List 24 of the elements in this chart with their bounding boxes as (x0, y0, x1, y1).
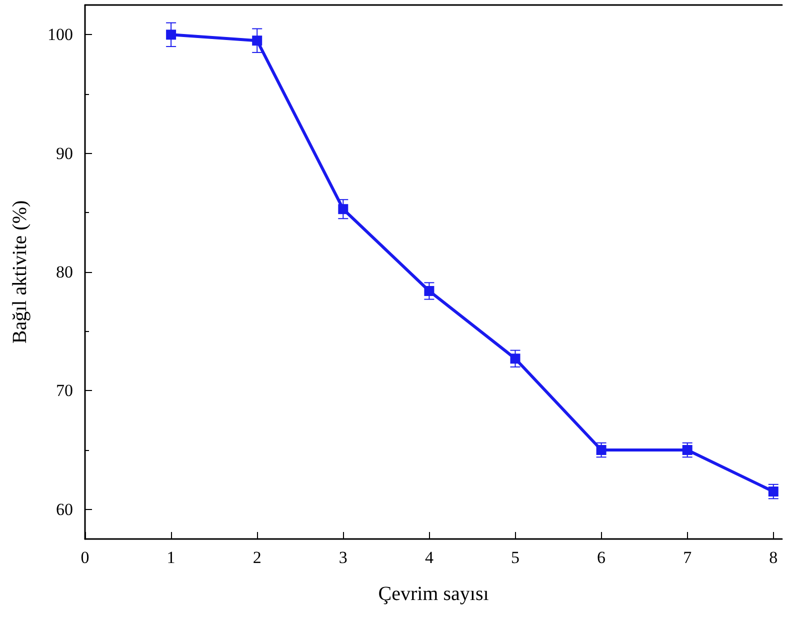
x-tick-label: 2 (252, 548, 262, 567)
point (252, 36, 262, 46)
y-tick-label: 60 (56, 500, 73, 519)
x-tick-label: 8 (769, 548, 778, 567)
x-tick-label: 0 (80, 548, 90, 567)
x-tick-label: 5 (510, 548, 520, 567)
y-axis-title: Bağıl aktivite (%) (9, 200, 31, 344)
x-axis-title: Çevrim sayısı (378, 583, 490, 605)
point (596, 445, 606, 455)
point (166, 30, 176, 40)
y-tick-label: 80 (56, 262, 73, 282)
x-tick-label: 4 (424, 548, 434, 567)
x-tick-label: 3 (338, 548, 348, 567)
y-tick-label: 70 (56, 381, 73, 400)
point (338, 204, 348, 214)
x-tick-label: 1 (166, 548, 176, 567)
y-tick-label: 100 (48, 25, 73, 44)
point (768, 486, 778, 497)
y-tick-label: 90 (56, 144, 73, 163)
point (424, 286, 434, 296)
x-tick-label: 6 (597, 548, 606, 567)
point (510, 354, 520, 364)
x-tick-label: 7 (683, 548, 692, 567)
point (682, 445, 692, 455)
